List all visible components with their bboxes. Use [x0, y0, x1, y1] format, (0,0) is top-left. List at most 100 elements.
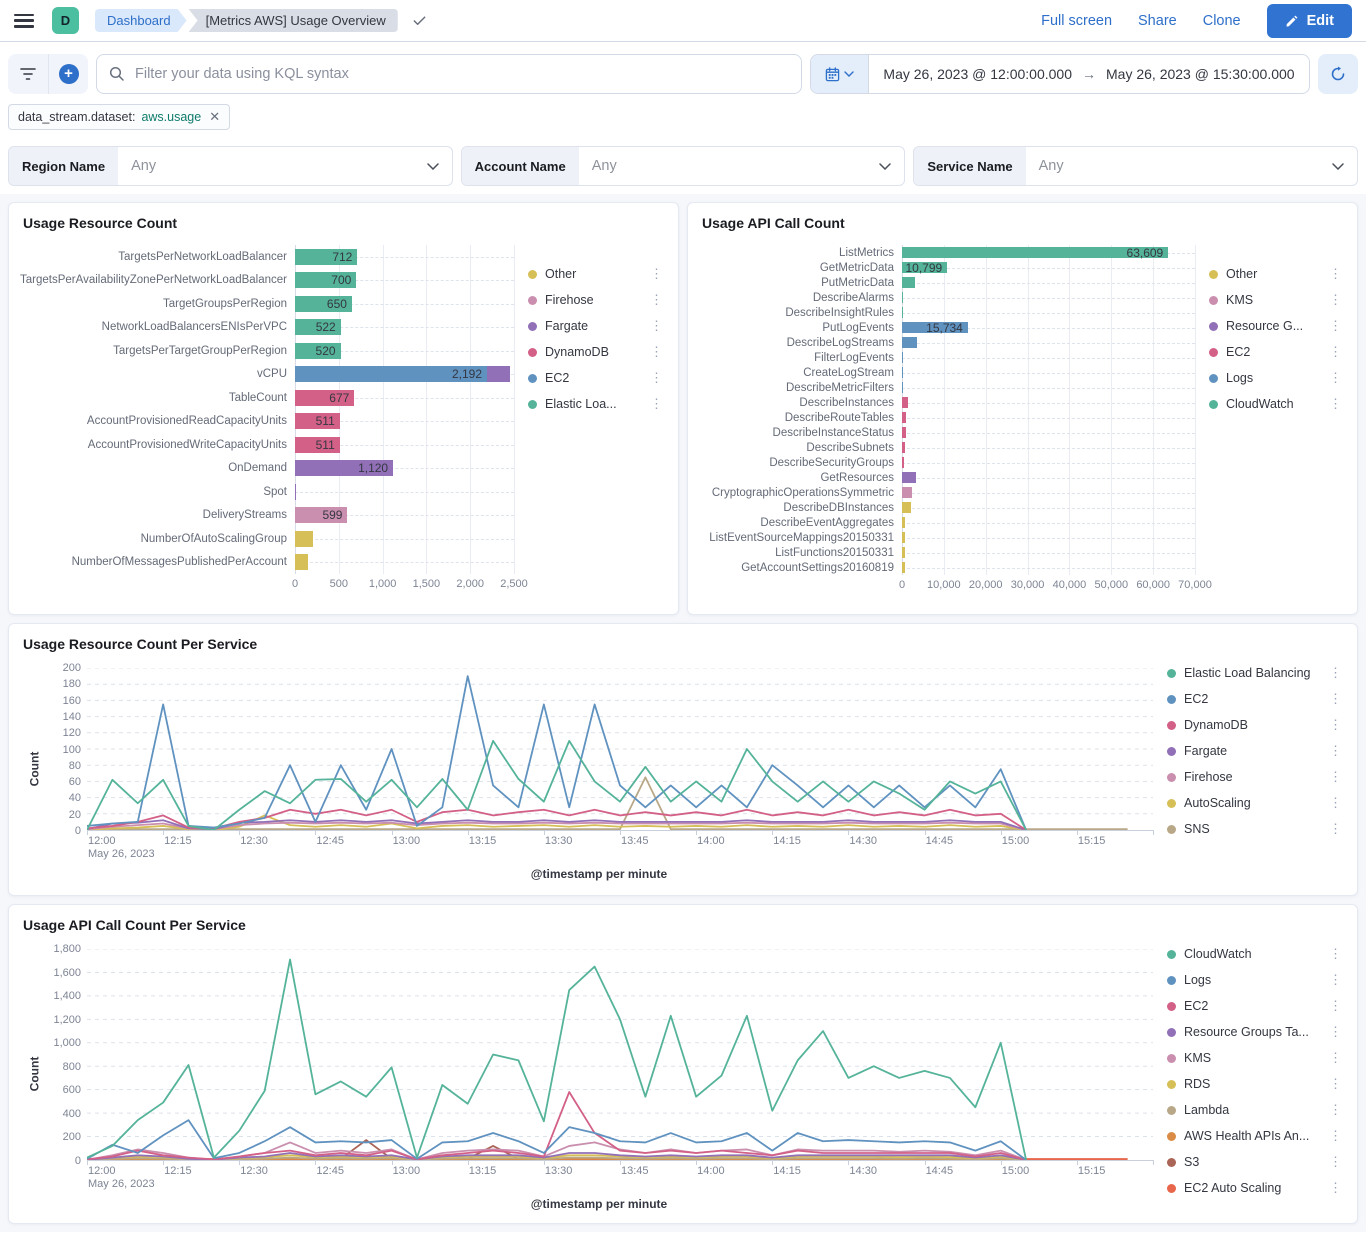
bar-segment[interactable] — [487, 366, 510, 383]
add-filter-button[interactable]: + — [48, 54, 88, 94]
bar-segment[interactable] — [902, 532, 905, 543]
legend-more-icon[interactable]: ⋮ — [1329, 1128, 1343, 1143]
legend-item[interactable]: KMS ⋮ — [1209, 289, 1343, 311]
bar-segment[interactable] — [902, 562, 905, 573]
legend-more-icon[interactable]: ⋮ — [1329, 1102, 1343, 1117]
legend-label[interactable]: KMS — [1226, 293, 1254, 307]
legend-item[interactable]: KMS ⋮ — [1167, 1047, 1343, 1069]
bar-segment[interactable]: 10,799 — [902, 261, 948, 275]
legend-label[interactable]: Firehose — [1184, 770, 1233, 784]
kql-search-input[interactable] — [135, 66, 789, 82]
legend-more-icon[interactable]: ⋮ — [1329, 1050, 1343, 1065]
bar-segment[interactable] — [902, 442, 905, 453]
legend-label[interactable]: AWS Health APIs An... — [1184, 1129, 1310, 1143]
legend-item[interactable]: Fargate ⋮ — [528, 315, 664, 337]
legend-label[interactable]: EC2 — [1184, 692, 1209, 706]
legend-more-icon[interactable]: ⋮ — [1329, 1154, 1343, 1169]
legend-label[interactable]: Resource G... — [1226, 319, 1304, 333]
legend-item[interactable]: AWS Health APIs An... ⋮ — [1167, 1125, 1343, 1147]
legend-item[interactable]: AutoScaling ⋮ — [1167, 792, 1343, 814]
legend-item[interactable]: EC2 ⋮ — [528, 367, 664, 389]
legend-label[interactable]: Resource Groups Ta... — [1184, 1025, 1309, 1039]
legend-more-icon[interactable]: ⋮ — [1329, 318, 1343, 333]
legend-label[interactable]: Fargate — [545, 319, 589, 333]
legend-label[interactable]: EC2 — [1184, 999, 1209, 1013]
legend-label[interactable]: Lambda — [1184, 1103, 1230, 1117]
bar-segment[interactable] — [902, 292, 903, 303]
legend-item[interactable]: EC2 ⋮ — [1209, 341, 1343, 363]
bar-segment[interactable]: 1,120 — [295, 460, 394, 477]
legend-more-icon[interactable]: ⋮ — [1329, 1024, 1343, 1039]
legend-item[interactable]: CloudWatch ⋮ — [1167, 943, 1343, 965]
legend-label[interactable]: EC2 — [545, 371, 570, 385]
legend-more-icon[interactable]: ⋮ — [650, 344, 664, 359]
legend-more-icon[interactable]: ⋮ — [1329, 743, 1343, 758]
control-service-name[interactable]: Service Name Any — [913, 146, 1359, 186]
bar-segment[interactable] — [902, 337, 918, 348]
legend-more-icon[interactable]: ⋮ — [1329, 396, 1343, 411]
bar-segment[interactable] — [902, 277, 915, 288]
legend-item[interactable]: Logs ⋮ — [1209, 367, 1343, 389]
bar-segment[interactable]: 650 — [295, 295, 352, 312]
bar-segment[interactable] — [902, 487, 913, 498]
legend-more-icon[interactable]: ⋮ — [650, 396, 664, 411]
legend-label[interactable]: Firehose — [545, 293, 594, 307]
legend-item[interactable]: S3 ⋮ — [1167, 1151, 1343, 1173]
bar-segment[interactable]: 599 — [295, 507, 348, 524]
check-icon[interactable] — [412, 13, 427, 28]
legend-label[interactable]: KMS — [1184, 1051, 1212, 1065]
calendar-menu-button[interactable] — [811, 55, 869, 93]
legend-more-icon[interactable]: ⋮ — [1329, 665, 1343, 680]
legend-label[interactable]: Elastic Load Balancing — [1184, 666, 1311, 680]
control-region-name[interactable]: Region Name Any — [8, 146, 453, 186]
bar-segment[interactable]: 511 — [295, 436, 340, 453]
legend-more-icon[interactable]: ⋮ — [1329, 1076, 1343, 1091]
legend-label[interactable]: Elastic Loa... — [545, 397, 617, 411]
legend-more-icon[interactable]: ⋮ — [1329, 795, 1343, 810]
bar-segment[interactable] — [902, 502, 912, 513]
legend-item[interactable]: Firehose ⋮ — [1167, 766, 1343, 788]
legend-item[interactable]: EC2 ⋮ — [1167, 995, 1343, 1017]
share-link[interactable]: Share — [1138, 12, 1177, 29]
legend-label[interactable]: DynamoDB — [1184, 718, 1248, 732]
legend-more-icon[interactable]: ⋮ — [650, 292, 664, 307]
legend-item[interactable]: Other ⋮ — [528, 263, 664, 285]
legend-item[interactable]: Firehose ⋮ — [528, 289, 664, 311]
legend-item[interactable]: Resource Groups Ta... ⋮ — [1167, 1021, 1343, 1043]
menu-icon[interactable] — [14, 13, 34, 28]
legend-more-icon[interactable]: ⋮ — [1329, 769, 1343, 784]
legend-label[interactable]: Logs — [1184, 973, 1212, 987]
control-account-name[interactable]: Account Name Any — [460, 146, 906, 186]
legend-more-icon[interactable]: ⋮ — [1329, 821, 1343, 836]
legend-item[interactable]: RDS ⋮ — [1167, 1073, 1343, 1095]
legend-item[interactable]: Lambda ⋮ — [1167, 1099, 1343, 1121]
bar-segment[interactable]: 520 — [295, 342, 341, 359]
legend-item[interactable]: Logs ⋮ — [1167, 969, 1343, 991]
bar-segment[interactable] — [295, 483, 296, 500]
legend-more-icon[interactable]: ⋮ — [1329, 1180, 1343, 1195]
legend-more-icon[interactable]: ⋮ — [1329, 370, 1343, 385]
bar-segment[interactable]: 712 — [295, 248, 358, 265]
breadcrumb-dashboard[interactable]: Dashboard — [95, 9, 187, 32]
legend-label[interactable]: RDS — [1184, 1077, 1211, 1091]
legend-more-icon[interactable]: ⋮ — [1329, 344, 1343, 359]
legend-more-icon[interactable]: ⋮ — [1329, 717, 1343, 732]
legend-item[interactable]: EC2 ⋮ — [1167, 688, 1343, 710]
bar-segment[interactable] — [902, 397, 909, 408]
legend-item[interactable]: DynamoDB ⋮ — [528, 341, 664, 363]
date-range-end[interactable]: May 26, 2023 @ 15:30:00.000 — [1106, 66, 1295, 82]
legend-more-icon[interactable]: ⋮ — [1329, 972, 1343, 987]
bar-segment[interactable]: 700 — [295, 272, 357, 289]
bar-segment[interactable] — [902, 472, 916, 483]
bar-segment[interactable] — [902, 547, 905, 558]
edit-button[interactable]: Edit — [1266, 3, 1352, 38]
legend-item[interactable]: DynamoDB ⋮ — [1167, 714, 1343, 736]
legend-label[interactable]: S3 — [1184, 1155, 1200, 1169]
legend-label[interactable]: Other — [545, 267, 577, 281]
legend-more-icon[interactable]: ⋮ — [650, 318, 664, 333]
bar-segment[interactable] — [902, 427, 906, 438]
bar-segment[interactable] — [295, 554, 309, 571]
bar-segment[interactable] — [902, 412, 906, 423]
legend-more-icon[interactable]: ⋮ — [1329, 266, 1343, 281]
bar-segment[interactable]: 511 — [295, 413, 340, 430]
